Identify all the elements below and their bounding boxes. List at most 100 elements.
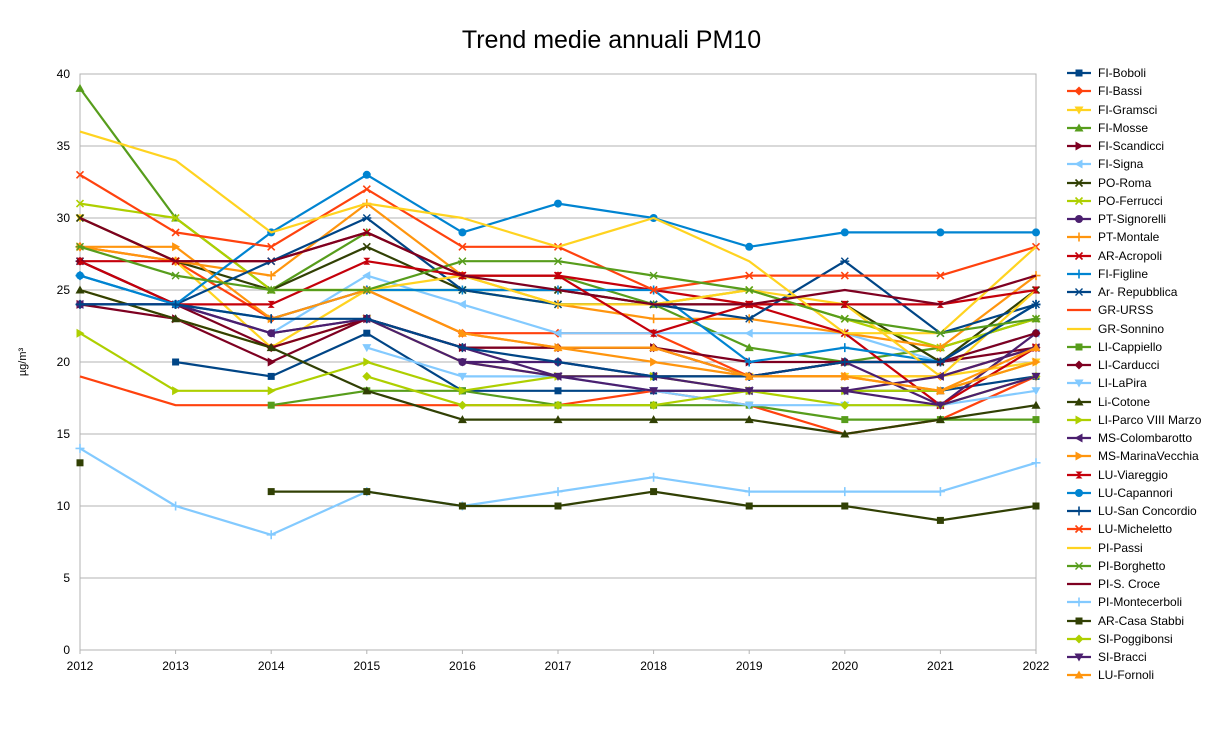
- legend-swatch: [1067, 488, 1091, 497]
- data-point: [267, 357, 276, 367]
- data-point: [553, 357, 563, 367]
- legend-label: FI-Mosse: [1098, 120, 1149, 135]
- data-point: [935, 487, 945, 497]
- legend-swatch: [1067, 433, 1091, 443]
- legend-swatch: [1067, 634, 1091, 644]
- data-point: [76, 459, 84, 467]
- data-point: [1074, 86, 1084, 96]
- legend-item: GR-Sonnino: [1066, 320, 1221, 338]
- legend-item: Li-Cotone: [1066, 393, 1221, 411]
- data-point: [362, 185, 371, 194]
- legend-swatch: [1067, 415, 1091, 425]
- data-point: [935, 415, 945, 424]
- data-point: [650, 357, 659, 367]
- legend-label: AR-Casa Stabbi: [1098, 613, 1185, 628]
- data-point: [744, 387, 754, 396]
- legend-label: SI-Bracci: [1098, 650, 1147, 665]
- data-point: [171, 299, 181, 309]
- series-34: [457, 328, 1041, 395]
- data-point: [744, 343, 754, 352]
- data-point: [362, 386, 372, 395]
- data-point: [744, 487, 754, 497]
- data-point: [936, 271, 945, 280]
- data-point: [266, 314, 276, 324]
- data-point: [1074, 525, 1084, 534]
- legend-swatch: [1067, 471, 1091, 479]
- legend-item: Ar- Repubblica: [1066, 283, 1221, 301]
- data-point: [1031, 400, 1041, 409]
- data-point: [75, 285, 85, 294]
- legend-swatch: [1067, 561, 1091, 570]
- legend-item: PI-Montecerboli: [1066, 593, 1221, 611]
- data-point: [362, 214, 372, 222]
- legend-label: PI-Passi: [1098, 540, 1143, 555]
- legend-swatch: [1067, 251, 1091, 260]
- data-point: [553, 328, 562, 338]
- data-point: [457, 257, 467, 266]
- x-tick-label: 2017: [545, 659, 572, 673]
- data-point: [840, 357, 850, 367]
- legend-label: Ar- Repubblica: [1098, 285, 1178, 300]
- data-point: [744, 357, 754, 367]
- data-point: [75, 299, 85, 309]
- legend-label: LU-Fornoli: [1098, 668, 1155, 683]
- data-point: [362, 242, 371, 251]
- legend-label: Li-Cotone: [1098, 394, 1151, 409]
- series-19: [75, 285, 1041, 438]
- data-point: [553, 487, 563, 497]
- x-tick-label: 2014: [258, 659, 285, 673]
- legend-item: FI-Bassi: [1066, 82, 1221, 100]
- legend-label: FI-Gramsci: [1098, 102, 1158, 117]
- legend-item: GR-URSS: [1066, 301, 1221, 319]
- data-point: [266, 328, 275, 338]
- series-line: [79, 216, 1037, 306]
- data-point: [840, 387, 850, 396]
- data-point: [935, 401, 945, 410]
- data-point: [1075, 471, 1083, 479]
- data-point: [75, 83, 85, 92]
- data-point: [554, 387, 562, 395]
- data-point: [457, 299, 466, 309]
- data-point: [935, 329, 945, 338]
- data-point: [649, 271, 659, 280]
- data-point: [1074, 653, 1084, 662]
- x-tick-label: 2013: [162, 659, 189, 673]
- data-point: [1074, 561, 1084, 570]
- data-point: [649, 343, 659, 352]
- data-point: [266, 271, 276, 281]
- series-29: [79, 216, 1037, 306]
- data-point: [1031, 387, 1041, 396]
- legend-label: FI-Boboli: [1098, 66, 1147, 81]
- legend-swatch: [1067, 159, 1091, 169]
- legend-swatch: [1067, 451, 1091, 461]
- legend-label: LU-Viareggio: [1098, 467, 1168, 482]
- legend-swatch: [1067, 86, 1091, 96]
- y-tick-label: 0: [63, 643, 70, 657]
- data-point: [362, 314, 372, 324]
- legend-label: LI-Carducci: [1098, 358, 1160, 373]
- data-point: [744, 415, 754, 424]
- data-point: [840, 271, 849, 280]
- data-point: [1075, 141, 1084, 151]
- data-point: [457, 372, 467, 381]
- legend-label: LI-Parco VIII Marzo: [1098, 412, 1202, 427]
- data-point: [841, 300, 849, 308]
- data-point: [1031, 299, 1041, 309]
- legend-swatch: [1067, 196, 1091, 205]
- data-point: [1075, 617, 1083, 625]
- data-point: [172, 386, 181, 396]
- x-tick-label: 2016: [449, 659, 476, 673]
- data-point: [745, 271, 754, 280]
- data-point: [1075, 215, 1083, 224]
- data-point: [458, 502, 466, 510]
- data-point: [458, 228, 467, 237]
- legend-label: PI-S. Croce: [1098, 577, 1161, 592]
- legend-swatch: [1067, 379, 1091, 388]
- data-point: [841, 416, 849, 424]
- legend-swatch: [1067, 617, 1091, 625]
- legend-swatch: [1067, 397, 1091, 406]
- series-line: [366, 375, 1037, 407]
- data-point: [172, 242, 181, 252]
- data-point: [744, 401, 754, 410]
